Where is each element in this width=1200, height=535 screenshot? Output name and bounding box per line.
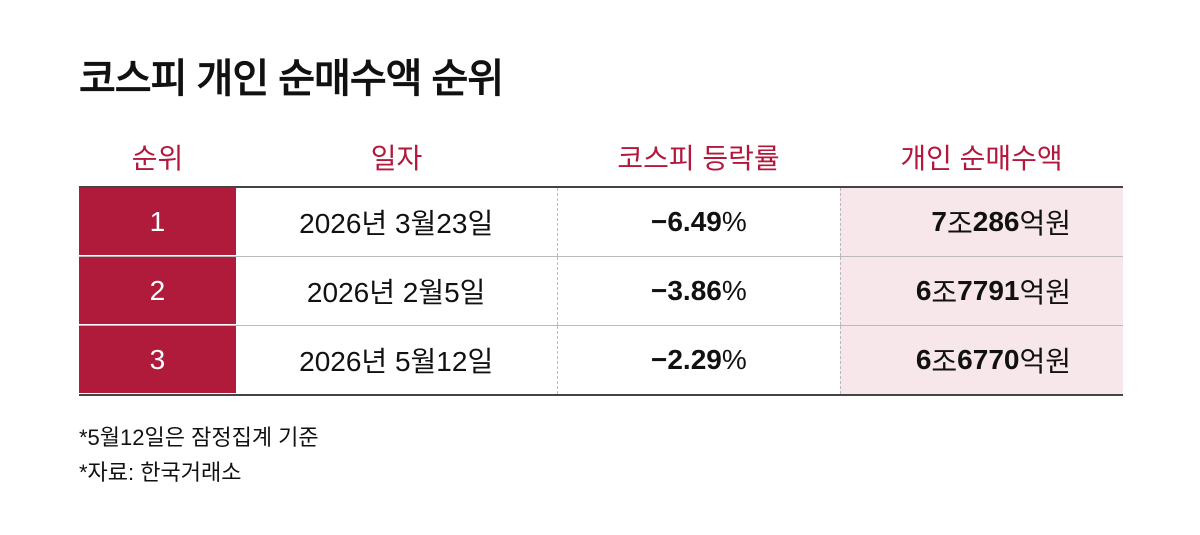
table-cell: −2.29% — [556, 326, 841, 394]
table-cell: 2026년 3월23일 — [299, 208, 494, 239]
table-cell: 7 조 286 억원 — [840, 188, 1123, 256]
table-row: 3 2026년 5월12일 −2.29% 6 조 6770 억원 — [79, 326, 1123, 396]
table-cell: 2 — [79, 257, 236, 325]
table-cell: −6.49% — [556, 188, 841, 256]
header-row: 순위 일자 코스피 등락률 개인 순매수액 — [79, 128, 1123, 188]
table-cell: 3 — [79, 326, 236, 394]
table-cell: 1 — [79, 188, 236, 256]
table-cell: 6 조 6770 억원 — [840, 326, 1123, 394]
table-cell: 2026년 2월5일 — [306, 277, 486, 308]
table-row: 1 2026년 3월23일 −6.49% 7 조 286 억원 — [79, 188, 1123, 257]
footnote: *자료: 한국거래소 — [79, 460, 242, 485]
column-header: 개인 순매수액 — [900, 143, 1063, 174]
title: 코스피 개인 순매수액 순위 — [79, 57, 504, 101]
column-header: 코스피 등락률 — [617, 143, 780, 174]
table-row: 2 2026년 2월5일 −3.86% 6 조 7791 억원 — [79, 257, 1123, 326]
column-header: 일자 — [370, 143, 423, 174]
table-cell: −3.86% — [556, 257, 841, 325]
table-cell: 6 조 7791 억원 — [840, 257, 1123, 325]
column-header: 순위 — [131, 143, 184, 174]
footnote: *5월12일은 잠정집계 기준 — [79, 425, 319, 450]
table-cell: 2026년 5월12일 — [299, 346, 494, 377]
table: 순위 일자 코스피 등락률 개인 순매수액 1 2026년 3월23일 −6.49% 7 조 2… — [79, 128, 1123, 396]
